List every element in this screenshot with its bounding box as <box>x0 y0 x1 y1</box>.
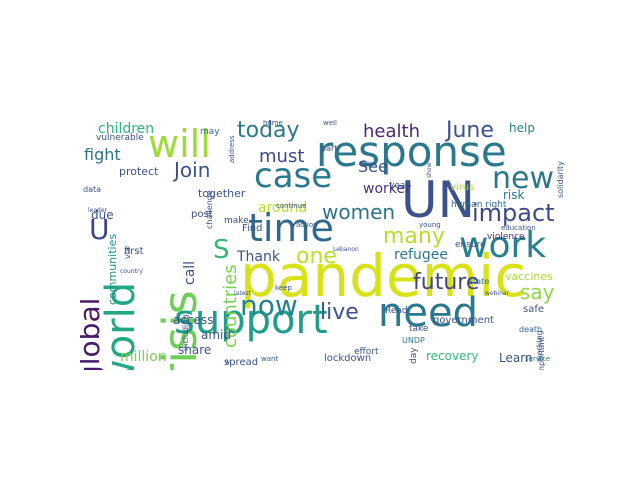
cloud-word-june: June <box>446 120 494 143</box>
cloud-word-time: time <box>248 206 334 250</box>
cloud-word-impact: impact <box>472 199 555 227</box>
cloud-word-take: take <box>409 324 429 334</box>
cloud-word-data: data <box>83 185 102 194</box>
cloud-word-refugee: refugee <box>394 247 448 263</box>
cloud-word-pandemic: pandemic <box>240 242 527 310</box>
cloud-word-including: including <box>181 314 190 351</box>
cloud-word-today: today <box>237 120 300 143</box>
cloud-word-read: Read <box>385 306 408 316</box>
cloud-word-s: S <box>213 235 230 265</box>
cloud-word-together: together <box>198 187 246 200</box>
cloud-word-government: government <box>433 315 494 326</box>
cloud-word-health: health <box>363 121 420 142</box>
cloud-word-response: response <box>316 127 507 176</box>
cloud-word-ensure: ensure <box>455 240 486 250</box>
cloud-word-day: day <box>409 347 419 364</box>
cloud-word-live: live <box>320 300 359 325</box>
cloud-word-want: want <box>261 355 279 363</box>
cloud-word-lebanon: Lebanon <box>333 246 359 253</box>
cloud-word-well: well <box>323 120 337 127</box>
cloud-word-safe: safe <box>523 304 545 315</box>
cloud-word-u: U <box>89 213 110 246</box>
cloud-word-first: first <box>124 246 144 257</box>
cloud-word-death: death <box>519 325 543 334</box>
cloud-word-due: due <box>91 208 114 222</box>
cloud-word-make: make <box>224 216 249 226</box>
cloud-word-show: show <box>426 162 433 178</box>
cloud-word-risk: risk <box>503 188 525 202</box>
cloud-word-communities: communities <box>106 233 119 305</box>
cloud-word-country: country <box>120 268 143 275</box>
cloud-word-service: service <box>525 355 551 363</box>
cloud-word-access: access <box>173 313 214 327</box>
cloud-word-home: home <box>263 120 283 127</box>
cloud-word-join: Join <box>174 158 211 182</box>
cloud-word-around: around <box>258 200 308 216</box>
cloud-word-key: key <box>363 160 374 167</box>
cloud-word-thank: Thank <box>237 249 280 265</box>
cloud-word-important: important <box>537 336 546 370</box>
cloud-word-say: say <box>520 280 555 304</box>
cloud-word-may: may <box>200 127 220 137</box>
cloud-word-support: support <box>174 297 328 343</box>
cloud-word-global: global <box>80 297 106 370</box>
cloud-word-fight: fight <box>84 145 121 164</box>
cloud-word-continue: continue <box>276 202 307 210</box>
cloud-word-future: future <box>413 270 480 295</box>
cloud-word-challenge: challenge <box>205 190 214 229</box>
cloud-word-via: via <box>123 247 132 259</box>
cloud-word-education: education <box>501 224 536 232</box>
cloud-word-spread: spread <box>224 357 259 368</box>
cloud-word-lockdown: lockdown <box>324 353 372 364</box>
cloud-word-now: now <box>240 289 298 322</box>
cloud-word-see: See <box>358 157 388 176</box>
cloud-word-violence: violence <box>487 232 525 242</box>
cloud-word-amid: amid <box>201 328 231 342</box>
cloud-word-post: post <box>191 209 213 220</box>
cloud-word-virus: virus <box>450 182 475 193</box>
cloud-word-new: new <box>492 161 555 196</box>
cloud-word-solidarity: solidarity <box>556 161 565 198</box>
cloud-word-action: action <box>296 221 318 229</box>
cloud-word-undp: UNDP <box>402 336 425 345</box>
cloud-word-vaccines: vaccines <box>505 270 553 283</box>
cloud-word-year: year <box>389 181 410 191</box>
cloud-word-w: w <box>225 359 230 366</box>
cloud-word-latest: latest <box>234 290 251 297</box>
cloud-word-many: many <box>383 224 445 249</box>
cloud-word-keep: keep <box>275 284 292 292</box>
cloud-word-learn: Learn <box>499 351 533 365</box>
cloud-word-leader: leader <box>88 207 108 214</box>
cloud-word-call: call <box>182 260 198 285</box>
cloud-word-million: million <box>120 349 167 365</box>
cloud-word-find: Find <box>242 223 263 234</box>
cloud-word-children: children <box>98 121 155 137</box>
cloud-word-protect: protect <box>119 165 159 178</box>
cloud-word-part: part <box>321 144 338 153</box>
cloud-word-need: need <box>378 290 478 336</box>
cloud-word-address: address <box>228 135 236 163</box>
cloud-word-will: will <box>148 122 211 166</box>
cloud-word-help: help <box>509 121 535 135</box>
cloud-word-human-right: human right <box>451 200 507 210</box>
cloud-word-case: case <box>254 156 333 196</box>
cloud-word-one: one <box>296 244 337 269</box>
word-cloud: pandemic response UN crisis world support need… <box>80 120 572 370</box>
cloud-word-webinar: webinar <box>485 290 510 297</box>
cloud-word-state: state <box>469 277 490 286</box>
cloud-word-women: women <box>322 200 396 224</box>
cloud-word-un: UN <box>401 171 475 229</box>
cloud-word-must: must <box>259 146 305 167</box>
cloud-word-effort: effort <box>354 347 379 357</box>
cloud-word-work: work <box>459 225 547 266</box>
cloud-word-recovery: recovery <box>426 349 479 363</box>
cloud-word-worker: worker <box>363 181 411 197</box>
cloud-word-share: share <box>178 343 212 357</box>
cloud-word-vulnerable: vulnerable <box>96 133 144 143</box>
cloud-word-young: young <box>419 221 441 229</box>
